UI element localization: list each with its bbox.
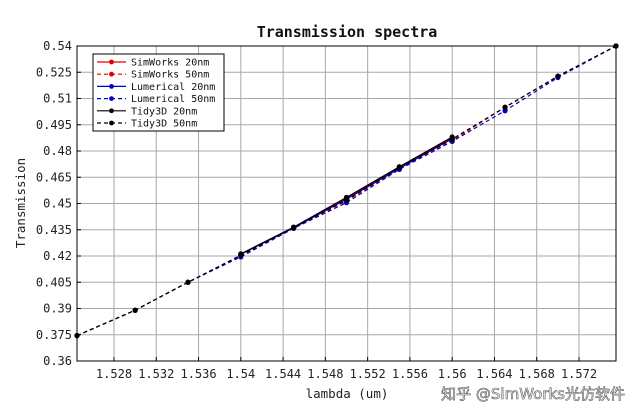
data-point [291, 225, 297, 231]
legend-swatch-marker [109, 120, 114, 126]
legend-entry: SimWorks 20nm [97, 58, 209, 69]
x-tick-label: 1.564 [476, 367, 512, 381]
y-tick-label: 0.495 [36, 118, 72, 132]
legend-entry: Lumerical 20nm [97, 82, 215, 93]
x-tick-label: 1.56 [438, 367, 467, 381]
x-tick-label: 1.568 [519, 367, 555, 381]
legend-swatch-marker [109, 84, 114, 89]
x-tick-labels: 1.528 1.532 1.536 1.54 1.544 1.548 1.552 1.556 1… [96, 367, 597, 381]
data-point [238, 252, 244, 258]
legend-label: Tidy3D 20nm [131, 106, 197, 117]
data-point [185, 279, 191, 285]
data-point [132, 307, 138, 313]
data-point [449, 136, 455, 142]
x-tick-label: 1.572 [561, 367, 597, 381]
y-tick-label: 0.45 [43, 197, 72, 211]
legend-entry: Tidy3D 50nm [97, 119, 197, 130]
y-tick-label: 0.54 [43, 39, 72, 53]
data-point [396, 165, 402, 171]
legend-swatch-marker [109, 59, 114, 65]
chart-title: Transmission spectra [257, 23, 438, 41]
y-tick-label: 0.36 [43, 354, 72, 368]
x-tick-label: 1.548 [307, 367, 343, 381]
series-tidy3d-50nm [74, 43, 619, 339]
legend-box [92, 53, 225, 132]
x-tick-label: 1.54 [226, 367, 255, 381]
x-axis-label: lambda (um) [306, 386, 389, 401]
legend-label: Lumerical 20nm [131, 82, 215, 93]
series-layer [74, 43, 619, 339]
y-tick-label: 0.375 [36, 328, 72, 342]
legend-entry: Lumerical 50nm [97, 94, 215, 105]
legend-label: Tidy3D 50nm [131, 119, 197, 130]
y-tick-label: 0.42 [43, 249, 72, 263]
y-tick-label: 0.405 [36, 275, 72, 289]
y-axis-label: Transmission [13, 158, 28, 248]
series-line-lumerical-50nm [76, 45, 617, 337]
x-tick-label: 1.556 [392, 367, 428, 381]
legend-entry: SimWorks 50nm [97, 70, 209, 81]
data-point [502, 104, 508, 110]
y-tick-label: 0.435 [36, 223, 72, 237]
data-point [343, 197, 350, 203]
data-point [555, 73, 561, 79]
legend-swatch-marker [109, 108, 114, 114]
legend-label: SimWorks 50nm [131, 70, 209, 81]
legend-label: SimWorks 20nm [131, 58, 209, 69]
y-tick-label: 0.465 [36, 170, 72, 184]
x-tick-label: 1.536 [180, 367, 216, 381]
x-tick-label: 1.552 [350, 367, 386, 381]
y-tick-label: 0.48 [43, 144, 72, 158]
y-tick-label: 0.39 [43, 302, 72, 316]
legend-swatch-marker [109, 71, 114, 77]
y-tick-labels: 0.36 0.375 0.39 0.405 0.42 0.435 0.45 0.465 0.48… [36, 39, 72, 368]
x-tick-label: 1.532 [138, 367, 174, 381]
legend-label: Lumerical 50nm [131, 94, 215, 105]
legend-swatch-marker [109, 96, 114, 101]
y-tick-label: 0.525 [36, 65, 72, 79]
x-tick-label: 1.544 [265, 367, 301, 381]
watermark: 知乎 @SimWorks光仿软件 [441, 385, 625, 403]
legend-entry: Tidy3D 20nm [97, 106, 197, 117]
x-tick-label: 1.528 [96, 367, 132, 381]
plot-frame [76, 45, 617, 362]
y-tick-label: 0.51 [43, 92, 72, 106]
